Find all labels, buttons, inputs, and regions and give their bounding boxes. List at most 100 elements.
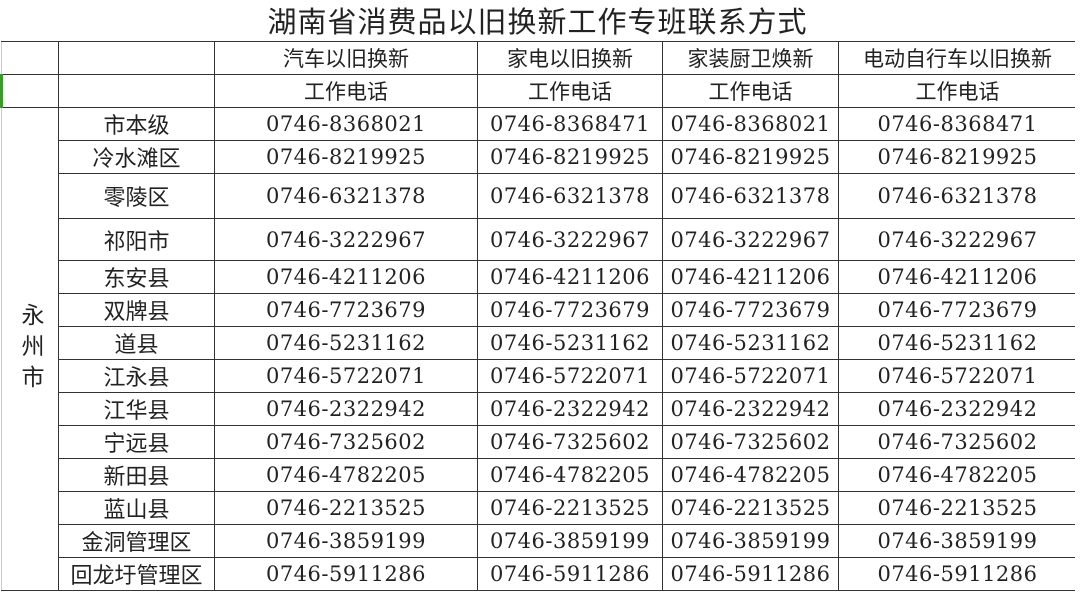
region-cell[interactable]: 新田县 <box>58 458 215 492</box>
phone-cell[interactable]: 0746-5231162 <box>477 326 663 360</box>
phone-cell[interactable]: 0746-5911286 <box>477 557 663 591</box>
subheader-cell[interactable]: 工作电话 <box>214 74 478 108</box>
header-row: 汽车以旧换新 家电以旧换新 家装厨卫焕新 电动自行车以旧换新 <box>1 41 1077 75</box>
region-cell[interactable]: 东安县 <box>58 260 215 294</box>
phone-cell[interactable]: 0746-8219925 <box>838 140 1077 174</box>
phone-cell[interactable]: 0746-7325602 <box>838 425 1077 459</box>
region-cell[interactable]: 金洞管理区 <box>58 524 215 558</box>
phone-cell[interactable]: 0746-2213525 <box>477 491 663 525</box>
table-row: 江永县 0746-5722071 0746-5722071 0746-5722071 0… <box>2 359 1077 393</box>
phone-cell[interactable]: 0746-2322942 <box>214 392 478 426</box>
phone-cell[interactable]: 0746-5911286 <box>662 557 839 591</box>
phone-cell[interactable]: 0746-5911286 <box>214 557 478 591</box>
phone-cell[interactable]: 0746-5722071 <box>662 359 839 393</box>
phone-cell[interactable]: 0746-6321378 <box>662 173 839 219</box>
table-row: 祁阳市 0746-3222967 0746-3222967 0746-3222967 0… <box>2 218 1077 261</box>
table-row: 东安县 0746-4211206 0746-4211206 0746-4211206 0… <box>2 260 1077 294</box>
column-header-ebike[interactable]: 电动自行车以旧换新 <box>838 41 1077 75</box>
subheader-cell[interactable]: 工作电话 <box>662 74 839 108</box>
phone-cell[interactable]: 0746-7325602 <box>477 425 663 459</box>
phone-cell[interactable]: 0746-7325602 <box>662 425 839 459</box>
phone-cell[interactable]: 0746-8219925 <box>662 140 839 174</box>
phone-cell[interactable]: 0746-2213525 <box>838 491 1077 525</box>
region-cell[interactable]: 蓝山县 <box>58 491 215 525</box>
phone-cell[interactable]: 0746-8368471 <box>477 107 663 141</box>
subheader-cell[interactable]: 工作电话 <box>477 74 663 108</box>
phone-cell[interactable]: 0746-3222967 <box>214 218 478 261</box>
phone-cell[interactable]: 0746-3859199 <box>214 524 478 558</box>
region-cell[interactable]: 零陵区 <box>58 173 215 219</box>
phone-cell[interactable]: 0746-6321378 <box>214 173 478 219</box>
phone-cell[interactable]: 0746-8368471 <box>838 107 1077 141</box>
phone-cell[interactable]: 0746-2213525 <box>214 491 478 525</box>
phone-cell[interactable]: 0746-5231162 <box>662 326 839 360</box>
region-cell[interactable]: 回龙圩管理区 <box>58 557 215 591</box>
phone-cell[interactable]: 0746-3222967 <box>477 218 663 261</box>
phone-cell[interactable]: 0746-6321378 <box>477 173 663 219</box>
table-row: 蓝山县 0746-2213525 0746-2213525 0746-2213525 0… <box>2 491 1077 525</box>
phone-cell[interactable]: 0746-7723679 <box>838 293 1077 327</box>
region-cell[interactable]: 江永县 <box>58 359 215 393</box>
selected-cell[interactable] <box>0 74 59 108</box>
phone-cell[interactable]: 0746-4211206 <box>662 260 839 294</box>
phone-cell[interactable]: 0746-2322942 <box>662 392 839 426</box>
phone-cell[interactable]: 0746-4211206 <box>214 260 478 294</box>
table-row: 金洞管理区 0746-3859199 0746-3859199 0746-385919… <box>2 524 1077 558</box>
phone-cell[interactable]: 0746-4211206 <box>838 260 1077 294</box>
region-cell[interactable]: 冷水滩区 <box>58 140 215 174</box>
phone-cell[interactable]: 0746-5722071 <box>477 359 663 393</box>
city-cell[interactable]: 永州市 <box>1 107 59 591</box>
phone-cell[interactable]: 0746-6321378 <box>838 173 1077 219</box>
phone-cell[interactable]: 0746-5911286 <box>838 557 1077 591</box>
phone-cell[interactable]: 0746-2213525 <box>662 491 839 525</box>
page-edge <box>1075 0 1080 594</box>
table-row: 道县 0746-5231162 0746-5231162 0746-5231162 07… <box>2 326 1077 360</box>
phone-cell[interactable]: 0746-3859199 <box>662 524 839 558</box>
phone-cell[interactable]: 0746-3222967 <box>662 218 839 261</box>
table-row: 回龙圩管理区 0746-5911286 0746-5911286 0746-59112… <box>2 557 1077 591</box>
column-header-appliance[interactable]: 家电以旧换新 <box>477 41 663 75</box>
subheader-cell[interactable]: 工作电话 <box>838 74 1077 108</box>
phone-cell[interactable]: 0746-5722071 <box>838 359 1077 393</box>
phone-cell[interactable]: 0746-5231162 <box>214 326 478 360</box>
table-row: 新田县 0746-4782205 0746-4782205 0746-4782205 0… <box>2 458 1077 492</box>
phone-cell[interactable]: 0746-8219925 <box>477 140 663 174</box>
phone-cell[interactable]: 0746-3222967 <box>838 218 1077 261</box>
phone-cell[interactable]: 0746-8219925 <box>214 140 478 174</box>
phone-cell[interactable]: 0746-3859199 <box>838 524 1077 558</box>
phone-cell[interactable]: 0746-2322942 <box>838 392 1077 426</box>
table-row: 双牌县 0746-7723679 0746-7723679 0746-7723679 0… <box>2 293 1077 327</box>
empty-cell[interactable] <box>58 41 215 75</box>
phone-cell[interactable]: 0746-5231162 <box>838 326 1077 360</box>
phone-cell[interactable]: 0746-3859199 <box>477 524 663 558</box>
region-cell[interactable]: 道县 <box>58 326 215 360</box>
table-row: 冷水滩区 0746-8219925 0746-8219925 0746-8219925… <box>2 140 1077 174</box>
phone-cell[interactable]: 0746-5722071 <box>214 359 478 393</box>
phone-cell[interactable]: 0746-4782205 <box>838 458 1077 492</box>
phone-cell[interactable]: 0746-4782205 <box>662 458 839 492</box>
region-cell[interactable]: 市本级 <box>58 107 215 141</box>
region-cell[interactable]: 江华县 <box>58 392 215 426</box>
phone-cell[interactable]: 0746-7723679 <box>662 293 839 327</box>
region-cell[interactable]: 宁远县 <box>58 425 215 459</box>
phone-cell[interactable]: 0746-7325602 <box>214 425 478 459</box>
phone-cell[interactable]: 0746-4782205 <box>214 458 478 492</box>
phone-cell[interactable]: 0746-4782205 <box>477 458 663 492</box>
phone-cell[interactable]: 0746-7723679 <box>477 293 663 327</box>
table-row: 零陵区 0746-6321378 0746-6321378 0746-6321378 0… <box>2 173 1077 219</box>
region-cell[interactable]: 双牌县 <box>58 293 215 327</box>
column-header-car[interactable]: 汽车以旧换新 <box>214 41 478 75</box>
empty-cell[interactable] <box>1 41 59 75</box>
phone-cell[interactable]: 0746-8368021 <box>662 107 839 141</box>
phone-cell[interactable]: 0746-7723679 <box>214 293 478 327</box>
empty-cell[interactable] <box>58 74 215 108</box>
table-row: 宁远县 0746-7325602 0746-7325602 0746-7325602 0… <box>2 425 1077 459</box>
phone-cell[interactable]: 0746-4211206 <box>477 260 663 294</box>
subheader-row: 工作电话 工作电话 工作电话 工作电话 <box>0 74 1077 108</box>
phone-cell[interactable]: 0746-8368021 <box>214 107 478 141</box>
table-row: 永州市 市本级 0746-8368021 0746-8368471 0746-83680… <box>1 107 1077 591</box>
contact-table: 汽车以旧换新 家电以旧换新 家装厨卫焕新 电动自行车以旧换新 工作电话 工作电话… <box>0 41 1077 591</box>
region-cell[interactable]: 祁阳市 <box>58 218 215 261</box>
column-header-home-kitchen[interactable]: 家装厨卫焕新 <box>662 41 839 75</box>
phone-cell[interactable]: 0746-2322942 <box>477 392 663 426</box>
